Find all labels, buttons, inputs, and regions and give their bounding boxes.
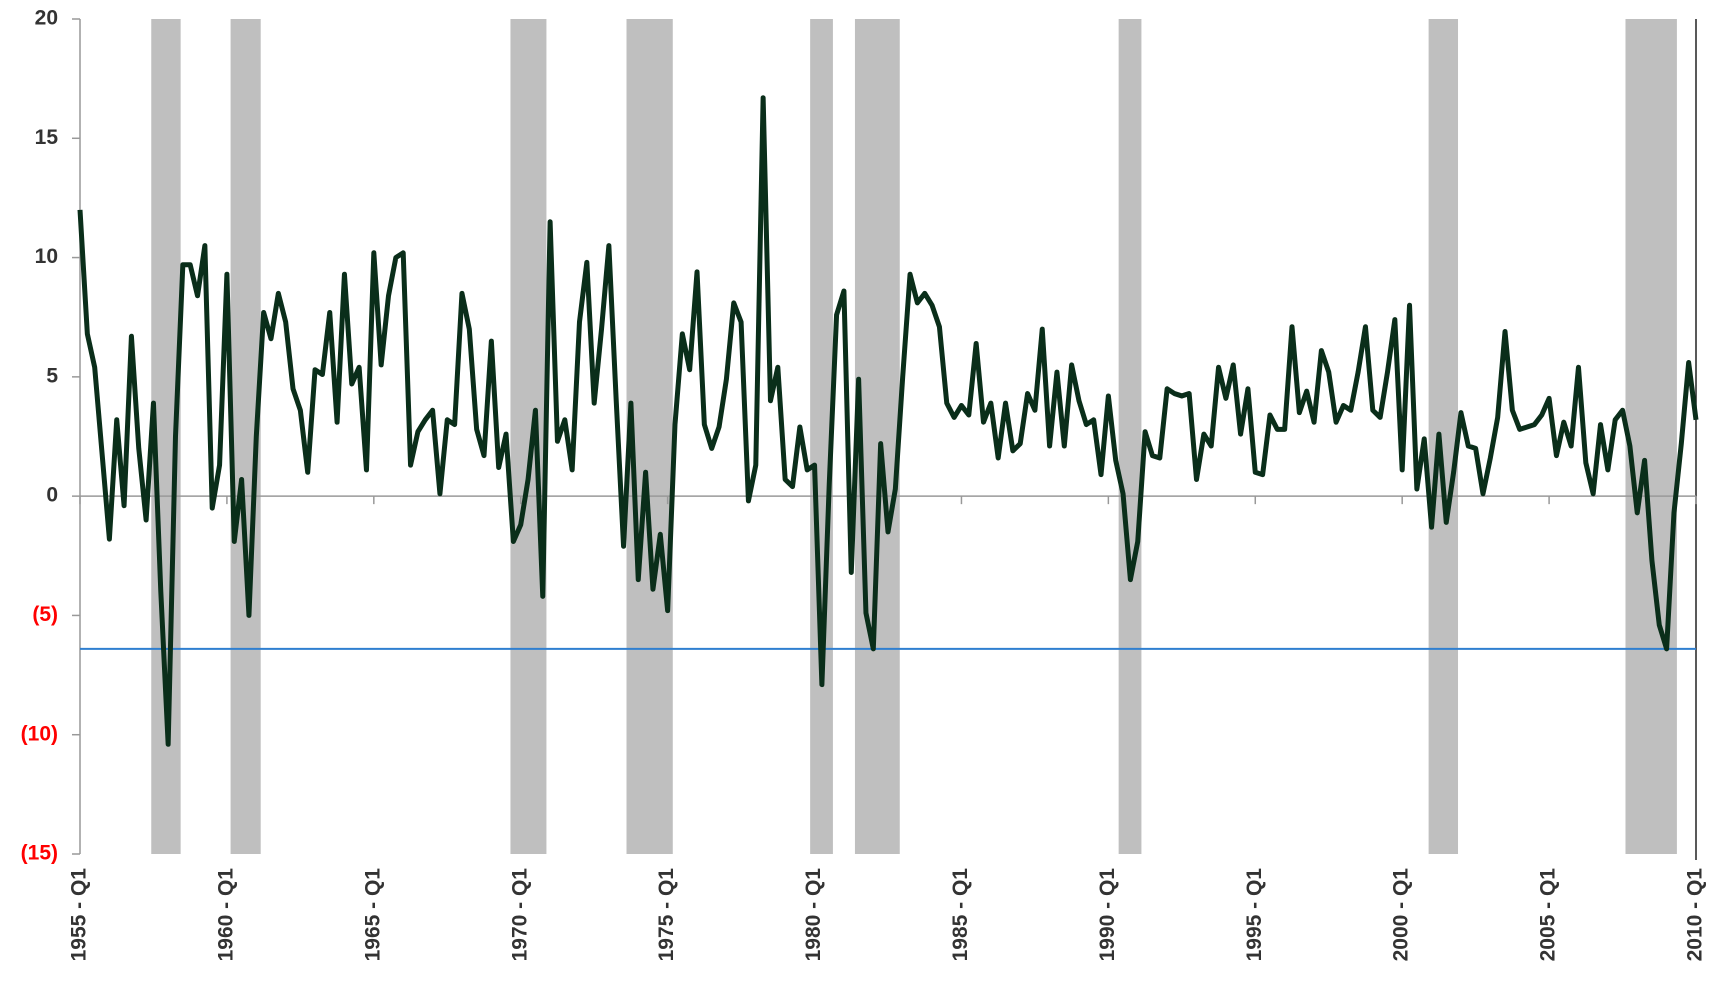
y-tick-label: 20 xyxy=(35,7,58,30)
x-tick-label: 1975 - Q1 xyxy=(655,868,678,962)
x-tick-label: 1985 - Q1 xyxy=(949,868,972,962)
y-tick-label: 5 xyxy=(46,364,58,387)
x-tick-label: 1955 - Q1 xyxy=(68,868,91,962)
y-tick-label: 10 xyxy=(35,245,58,268)
y-tick-label: (10) xyxy=(21,722,58,745)
recession-band xyxy=(810,19,833,854)
x-tick-label: 1965 - Q1 xyxy=(361,868,384,962)
x-tick-label: 1980 - Q1 xyxy=(802,868,825,962)
recession-band xyxy=(510,19,547,854)
recession-band xyxy=(1625,19,1677,854)
x-tick-label: 1995 - Q1 xyxy=(1243,868,1266,962)
x-tick-label: 1990 - Q1 xyxy=(1096,868,1119,962)
recession-band xyxy=(1428,19,1459,854)
y-tick-label: 0 xyxy=(46,484,58,507)
series-line xyxy=(77,95,1699,747)
y-tick-label: 15 xyxy=(35,126,59,149)
x-tick-label: 2010 - Q1 xyxy=(1684,868,1707,962)
x-tick-label: 1960 - Q1 xyxy=(214,868,237,962)
y-tick-label: (15) xyxy=(21,842,58,865)
x-tick-label: 2000 - Q1 xyxy=(1390,868,1413,962)
x-tick-label: 1970 - Q1 xyxy=(508,868,531,962)
x-tick-label: 2005 - Q1 xyxy=(1537,868,1560,962)
recession-band xyxy=(1118,19,1142,854)
y-tick-label: (5) xyxy=(32,603,58,626)
